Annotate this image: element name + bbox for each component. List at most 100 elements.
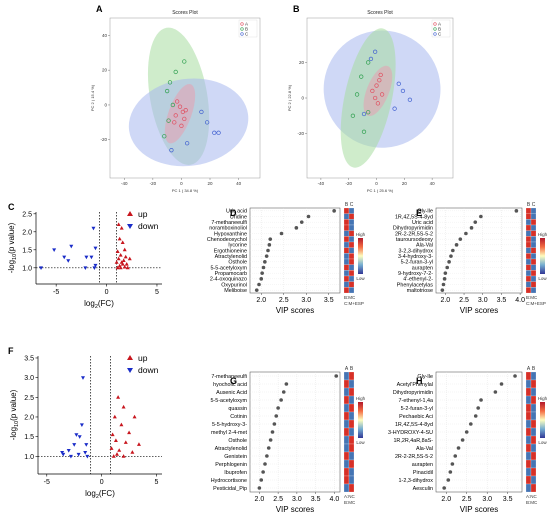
y-tick-label: 1.5: [22, 247, 32, 254]
heatmap-cell: [348, 241, 355, 248]
volcano-point-down: [92, 266, 97, 270]
x-axis-label: VIP scores: [460, 306, 499, 315]
heatmap-footnote: B:MC: [526, 295, 538, 300]
x-tick-label: 2.0: [440, 297, 450, 304]
volcano-point-up: [116, 222, 121, 226]
legend-label: A: [245, 22, 248, 27]
heatmap-cell: [348, 403, 355, 413]
heatmap-cell: [530, 379, 537, 389]
score-point-c: [212, 130, 217, 135]
legend-label: C: [438, 32, 442, 37]
volcano-point-down: [74, 433, 79, 437]
heatmap-column-label: A: [345, 366, 349, 372]
x-tick-label: 3.0: [292, 496, 302, 503]
heatmap-cell: [525, 236, 532, 243]
x-tick-label: -40: [121, 181, 128, 186]
y-axis-label: PC 2 ( 15.4 %): [90, 84, 95, 111]
score-point-a: [379, 92, 385, 97]
heatmap-cell: [530, 411, 537, 421]
x-tick-label: 40: [430, 181, 436, 186]
legend-marker: [240, 27, 244, 31]
legend-label: A: [438, 22, 441, 27]
volcano-point-up: [115, 249, 120, 253]
heatmap-column-label: B: [527, 202, 531, 208]
vip-score-point: [332, 209, 336, 213]
score-point-c: [392, 106, 397, 111]
vip-score-point: [473, 220, 478, 224]
volcano-point-up: [120, 240, 125, 244]
x-tick-label: 2.5: [279, 297, 289, 304]
heatmap-cell: [530, 403, 537, 413]
feature-label: Gly-Ile: [417, 209, 433, 215]
heatmap-cell: [343, 443, 350, 453]
heatmap-cell: [530, 213, 537, 220]
feature-label: Pinacidil: [413, 470, 433, 476]
volcano-point-up: [123, 440, 128, 444]
heatmap-cell: [348, 219, 355, 226]
heatmap-cell: [525, 287, 532, 294]
feature-label: Ausenic Acid: [216, 390, 247, 396]
volcano-point-up: [116, 395, 121, 399]
heatmap-cell: [530, 219, 537, 226]
heatmap-cell: [343, 275, 350, 282]
vip-score-point: [266, 446, 271, 450]
heatmap-cell: [343, 253, 350, 260]
vip-score-point: [279, 231, 284, 236]
heatmap-cell: [343, 281, 350, 288]
volcano-point-up: [118, 253, 123, 257]
volcano-point-up: [136, 442, 141, 446]
feature-label: Uric acid: [226, 209, 247, 215]
heatmap-cell: [343, 258, 350, 265]
vip-score-point: [493, 390, 498, 394]
feature-label: 5-2-furan-3-yl: [401, 260, 433, 266]
x-tick-label: 0: [105, 289, 109, 296]
feature-label: aurapten: [412, 462, 433, 468]
color-scale-low: Low: [356, 440, 365, 445]
score-point-a: [372, 95, 378, 101]
heatmap-cell: [348, 270, 355, 277]
feature-label: Ibuprofen: [224, 470, 247, 476]
heatmap-cell: [530, 483, 537, 493]
score-point-a: [182, 116, 187, 122]
feature-label: 4'-ethenyl-2-: [403, 277, 433, 283]
y-axis-label-tail: (p value): [7, 222, 16, 253]
heatmap-footnote: C:M+ESP: [526, 301, 546, 306]
heatmap-cell: [343, 483, 350, 493]
y-axis-label: -log10(p value): [9, 389, 20, 440]
score-point-c: [400, 88, 406, 94]
heatmap-footnote: A:NC: [344, 494, 356, 499]
heatmap-cell: [525, 435, 532, 445]
panel-label: F: [8, 346, 14, 356]
heatmap-cell: [343, 213, 350, 220]
volcano-point-up: [117, 448, 122, 452]
x-tick-label: 20: [207, 181, 213, 186]
vip-score-point: [281, 390, 286, 394]
score-point-a: [177, 104, 183, 109]
heatmap-cell: [530, 281, 537, 288]
heatmap-cell: [348, 419, 355, 429]
vip-score-point: [460, 438, 465, 442]
heatmap-column-label: B: [345, 202, 349, 208]
vip-score-point: [513, 374, 517, 378]
panel-label: B: [293, 4, 300, 14]
color-scale-bar: [540, 238, 545, 274]
feature-label: lycorine: [228, 243, 247, 249]
feature-label: 2R-2-2R,5S-5-2: [395, 454, 433, 460]
heatmap-cell: [525, 247, 532, 254]
chart-title: Scores Plot: [367, 10, 393, 16]
panel-label: H: [416, 376, 423, 386]
legend-marker: [433, 27, 437, 31]
legend-label-up: up: [138, 353, 148, 363]
feature-label: 7-methaneeulfi: [211, 220, 247, 226]
feature-label: 3-2,3-dihydrox: [399, 248, 434, 254]
vip-score-point: [267, 243, 272, 247]
feature-label: Oxypurinol: [221, 282, 247, 288]
heatmap-cell: [530, 451, 537, 461]
heatmap-cell: [343, 411, 350, 421]
feature-label: Propamocarb: [215, 271, 247, 277]
feature-label: 5-5-acetyloxym: [210, 398, 247, 404]
heatmap-cell: [343, 395, 350, 405]
vip-plot-h: 2.0 2.5 3.0 3.5 VIP scores Gly-Ile Acetyl'Phen…: [388, 366, 548, 514]
heatmap-cell: [348, 213, 355, 220]
feature-label: Pesticidal_Pip: [213, 486, 247, 492]
